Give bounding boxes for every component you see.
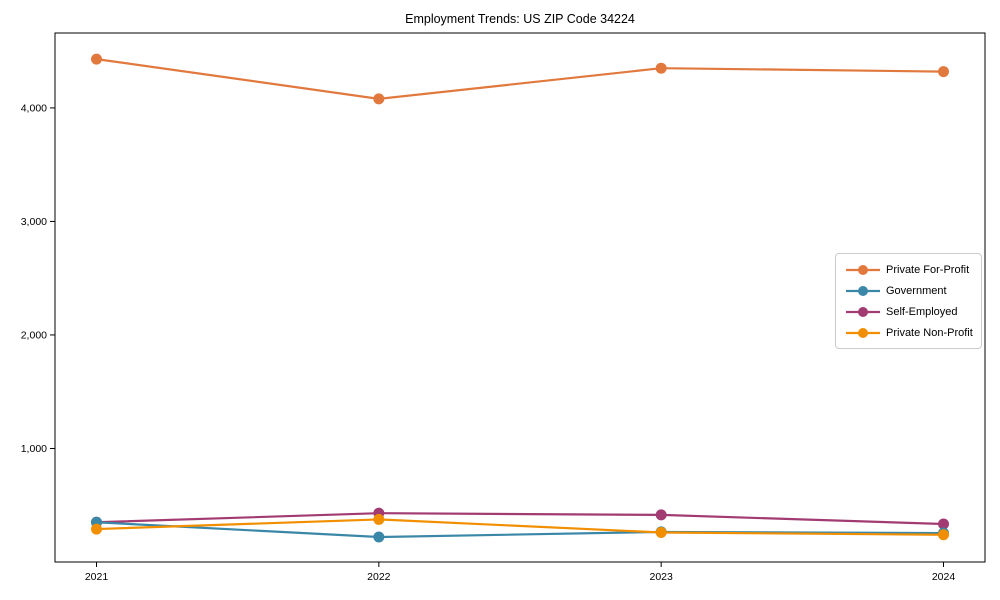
- legend-item: Government: [842, 280, 977, 301]
- data-point-private-for-profit-2022: [373, 93, 385, 105]
- data-point-government-2022: [373, 531, 385, 543]
- data-point-private-for-profit-2023: [655, 62, 667, 74]
- legend-marker-icon: [858, 264, 868, 275]
- series-line-government: [96, 521, 944, 539]
- data-point-private-for-profit-2021: [91, 53, 102, 65]
- data-point-self-employed-2024: [938, 518, 949, 530]
- legend-marker-icon: [858, 285, 868, 296]
- x-tick-label: 2023: [649, 571, 673, 583]
- legend-line-marker-icon: [846, 306, 880, 317]
- legend-label: Private For-Profit: [886, 263, 970, 276]
- chart-title: Employment Trends: US ZIP Code 34224: [405, 12, 635, 26]
- data-point-private-non-profit-2024: [938, 529, 949, 541]
- legend-line-marker-icon: [846, 327, 880, 338]
- legend-label: Government: [886, 284, 947, 297]
- legend-item: Private For-Profit: [842, 259, 977, 280]
- y-tick-label: 4,000: [21, 102, 47, 114]
- legend-line-marker-icon: [846, 264, 880, 275]
- legend-item: Private Non-Profit: [842, 322, 977, 343]
- legend: Private For-Profit Government Self-Employe…: [835, 253, 982, 349]
- data-point-private-non-profit-2022: [373, 513, 385, 525]
- legend-item: Self-Employed: [842, 301, 977, 322]
- legend-label: Self-Employed: [886, 305, 958, 318]
- y-tick-label: 1,000: [21, 443, 47, 455]
- x-tick-label: 2021: [85, 571, 109, 583]
- legend-marker-icon: [858, 306, 868, 317]
- y-tick-label: 3,000: [21, 216, 47, 228]
- data-point-private-for-profit-2024: [938, 66, 949, 78]
- legend-line-marker-icon: [846, 285, 880, 296]
- data-point-self-employed-2023: [655, 509, 667, 521]
- series-line-private-non-profit: [96, 518, 944, 536]
- legend-marker-icon: [858, 327, 868, 338]
- y-tick-label: 2,000: [21, 329, 47, 341]
- data-point-private-non-profit-2023: [655, 526, 667, 538]
- legend-label: Private Non-Profit: [886, 326, 973, 339]
- x-tick-label: 2022: [367, 571, 391, 583]
- x-tick-label: 2024: [932, 571, 956, 583]
- data-point-private-non-profit-2021: [91, 523, 102, 535]
- series-line-private-for-profit: [96, 58, 944, 100]
- axes-frame: [54, 32, 986, 563]
- series-line-self-employed: [96, 512, 944, 526]
